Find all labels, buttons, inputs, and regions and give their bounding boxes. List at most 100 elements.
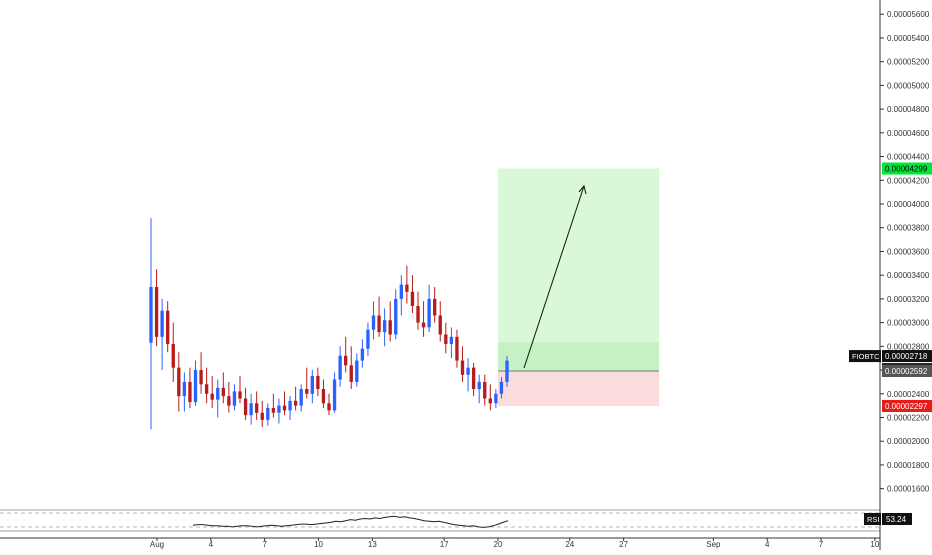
current-price-tag-label: 0.00002718 [885,352,928,361]
price-tick-label: 0.00004600 [887,129,930,138]
time-tick-label: 20 [494,540,503,549]
candle-body [255,403,259,413]
price-tick-label: 0.00004200 [887,176,930,185]
candle-body [494,393,498,404]
candle-body [483,381,487,399]
price-axis[interactable]: 0.00001600 0.00001800 0.00002000 0.00002200… [879,0,930,550]
candle-body [282,405,287,411]
symbol-tag-label: FIOBTC [852,352,880,361]
rsi-pane [0,509,880,532]
price-tags: 0.000042990.00002718FIOBTC03:45:440.0000… [849,162,932,525]
candle-body [416,306,420,323]
time-axis[interactable]: Aug 4 7 10 13 17 20 24 27 Sep 4 7 10 [0,537,880,549]
price-tick-label: 0.00001600 [887,485,930,494]
candle-body [249,403,253,416]
time-tick-label: 13 [368,540,377,549]
rsi-value-bg [882,513,912,525]
candle-body [460,360,465,375]
candle-body [310,375,314,394]
price-tick-label: 0.00005000 [887,81,930,90]
candle-body [305,389,309,394]
price-tick-label: 0.00003600 [887,247,930,256]
price-tick-label: 0.00005600 [887,10,930,19]
candle-body [204,384,209,394]
time-tick-label: 7 [262,540,267,549]
candle-body [277,405,281,413]
stop-price-tag: 0.00002297 [882,399,932,412]
candles-layer [149,218,509,430]
rsi-name-label: RSI [867,515,880,524]
open-pnl-zone [498,342,659,371]
symbol-tag: FIOBTC [849,350,881,363]
candle-body [243,398,248,416]
candle-body [299,389,303,406]
candle-body [377,315,381,333]
price-tick-label: 0.00005400 [887,34,930,43]
arrow-head [578,184,587,195]
candle-body [227,396,231,406]
time-tick-label: Sep [706,540,721,549]
time-tick-label: 4 [209,540,214,549]
time-tick-label: 4 [765,540,770,549]
price-tick-label: 0.00002200 [887,413,930,422]
time-tick-label: 27 [619,540,628,549]
candle-body [238,391,242,399]
candle-body [327,403,331,411]
candle-body [466,367,470,375]
price-tick-label: 0.00004800 [887,105,930,114]
candle-body [221,387,225,397]
candle-body [260,412,264,420]
candle-body [382,320,387,333]
candle-body [188,381,192,403]
profit-zone [498,168,659,371]
rsi-name-bg [864,513,881,525]
current-price-tag: 0.00002718 [882,350,932,363]
price-tick-label: 0.00004000 [887,200,930,209]
candle-body [471,367,476,390]
loss-zone [498,370,659,406]
candle-body [355,360,359,382]
time-tick-label: 24 [565,540,574,549]
price-tick-label: 0.00003400 [887,271,930,280]
candle-body [394,298,398,335]
candle-body [421,322,426,328]
candle-body [177,367,181,397]
stop-price-tag-bg [882,399,932,412]
stop-price-tag-label: 0.00002297 [885,402,928,411]
price-tick-label: 0.00005200 [887,58,930,67]
candle-body [499,381,504,394]
projection-arrow [523,184,587,369]
price-tick-label: 0.00002000 [887,437,930,446]
candle-body [371,315,376,330]
candle-body [232,391,237,406]
price-tick-label: 0.00002400 [887,390,930,399]
candle-body [216,387,220,400]
candle-body [271,408,276,413]
rsi-line [192,515,509,528]
time-tick-label: 10 [870,540,879,549]
candle-body [455,336,459,361]
candle-body [182,381,187,397]
arrow-shaft [523,185,585,369]
candle-body [171,343,175,368]
current-price-tag-bg [882,350,932,363]
symbol-tag-bg [849,350,881,363]
candle-body [160,310,164,337]
candle-body [344,355,348,366]
price-tick-label: 0.00003200 [887,295,930,304]
candle-body [410,291,415,306]
candle-body [405,284,409,292]
candle-body [433,298,437,316]
candle-body [444,334,448,344]
candle-body [199,370,203,385]
candle-body [505,360,509,382]
candle-body [366,329,370,349]
time-tick-label: Aug [150,540,164,549]
candle-body [193,370,198,403]
candle-body [338,355,342,380]
candle-body [266,408,270,420]
candle-body [438,315,442,335]
candle-body [332,379,337,411]
